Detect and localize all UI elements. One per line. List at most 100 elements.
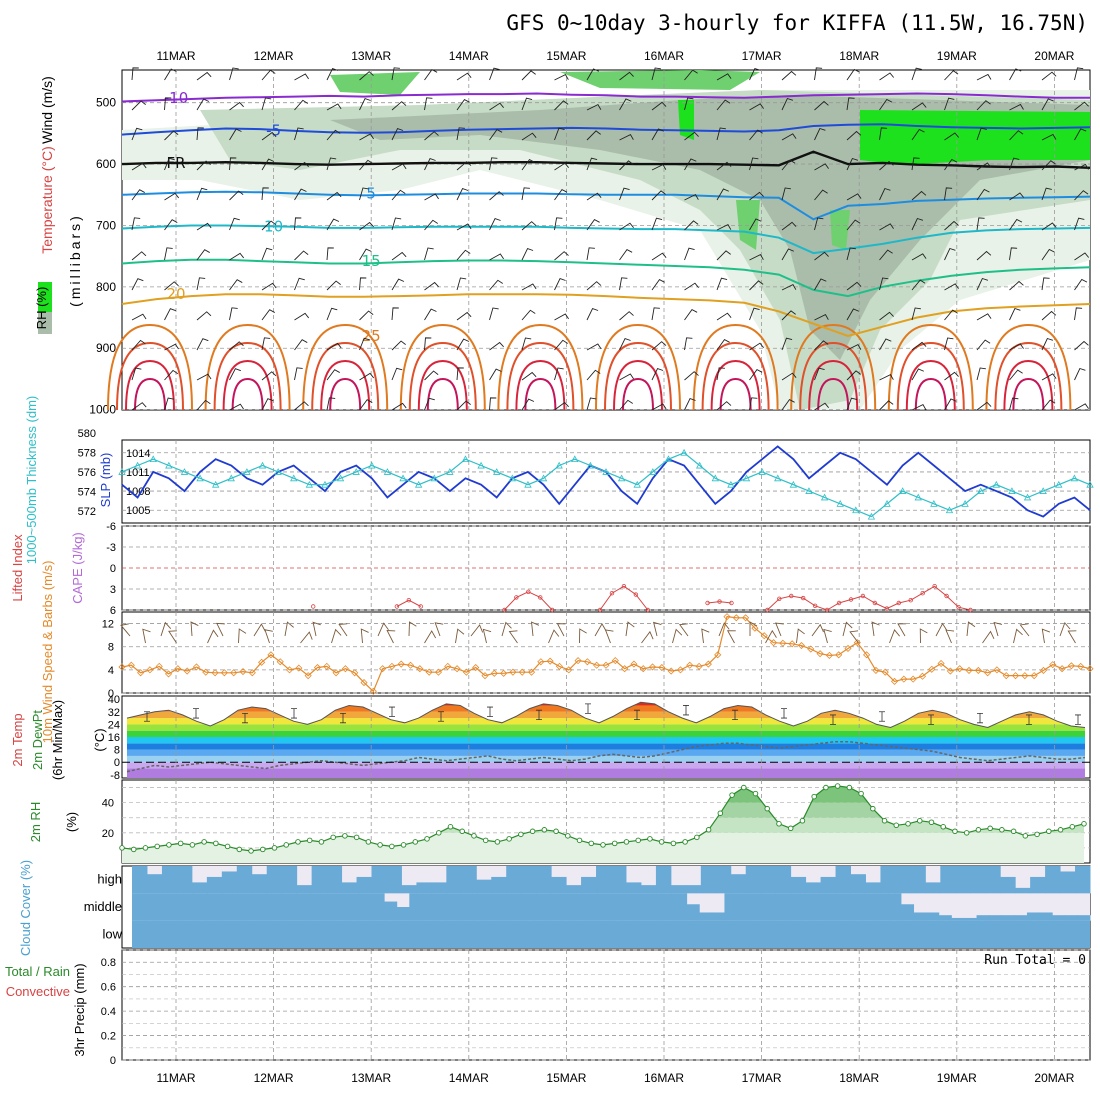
wind-tick-label: 0 [108, 688, 114, 700]
warm-contour [808, 359, 859, 411]
isotherm-5 [121, 190, 1091, 221]
cloud-high-cell [655, 866, 672, 894]
wind-barb [1041, 133, 1057, 141]
cloud-middle-cell [611, 893, 625, 921]
li-point [800, 595, 806, 601]
wind-barb [944, 132, 960, 141]
warm-contour [604, 341, 672, 411]
wind-barb [391, 67, 400, 81]
thickness-point [742, 474, 751, 482]
cloud-high-cell [1045, 866, 1061, 894]
wind-barb [586, 219, 600, 231]
wind10-point [416, 665, 424, 673]
rh2m-point [365, 839, 372, 845]
wind-barb [326, 129, 341, 141]
surface-wind-barb [701, 628, 710, 644]
minmax-bar [781, 708, 787, 719]
pressure-tick-label: 500 [96, 96, 116, 110]
wind-barb [1074, 252, 1090, 261]
wind-barb [391, 307, 399, 321]
wind-barb [554, 367, 564, 381]
warm-contour [302, 323, 389, 411]
rh2m-point [741, 784, 747, 791]
thickness-point [1070, 474, 1079, 482]
surface-wind-barb [168, 630, 177, 644]
temp-band [127, 705, 1085, 712]
thickness-point [1055, 480, 1063, 488]
wind-barb [294, 277, 305, 291]
surface-wind-barb [408, 621, 417, 637]
date-label-bottom: 12MAR [254, 1071, 294, 1085]
wind-barb [196, 277, 206, 291]
warm-contour [790, 323, 877, 411]
wind-barb [1009, 218, 1023, 231]
cloud-middle-cell [459, 893, 473, 921]
wind-barb [976, 339, 991, 351]
wind-tick-label: 4 [108, 665, 114, 677]
cloud-high-cell [551, 876, 567, 894]
thickness-point [196, 474, 204, 482]
surface-wind-barb [531, 621, 540, 637]
wind-barb [424, 131, 439, 141]
cloud-middle-cell [724, 893, 738, 921]
wind10-point [1067, 662, 1075, 670]
wind-barb [976, 367, 986, 381]
wind-barb [359, 372, 375, 381]
cloud-level-label: high [97, 872, 122, 887]
cloud-middle-cell [636, 893, 650, 921]
wind-barb [846, 247, 856, 261]
cloud-middle-cell [749, 893, 763, 921]
wind-barb [424, 397, 435, 411]
rh2m-point [658, 839, 665, 845]
wind-barb [781, 70, 797, 81]
cloud-high-cell [1060, 871, 1076, 894]
wind-barb [196, 373, 212, 381]
wind-barb [1041, 71, 1057, 81]
wind-barb [1074, 190, 1089, 201]
cloud-middle-cell [497, 893, 511, 921]
wind-barb [911, 102, 927, 111]
wind-barb [554, 127, 565, 141]
wind-barb [359, 221, 374, 231]
cloud-high-cell [401, 885, 417, 894]
wind-barb [424, 247, 434, 261]
precip-tick-label: 0 [110, 1055, 116, 1067]
wind-barb [976, 250, 992, 261]
rh2m-point [682, 839, 688, 845]
cloud-middle-cell [434, 893, 448, 921]
minmax-bar [242, 712, 248, 724]
wind-barb [781, 97, 794, 111]
rh2m-point [823, 784, 829, 791]
wind10-point [900, 675, 908, 683]
cloud-high-cell [281, 866, 298, 894]
wind-barb [911, 307, 921, 321]
wind10-point [1002, 672, 1010, 680]
wind10-point [704, 660, 712, 668]
wind-barb [976, 100, 991, 111]
cloud-middle-cell [283, 893, 297, 921]
wind-barb [846, 193, 862, 201]
rh2m-point [834, 783, 841, 789]
axis-label-slp: SLP (mb) [98, 453, 113, 508]
axis-label-wind10: 10m Wind Speed & Barbs (m/s) [40, 561, 55, 744]
rh2m-point [436, 830, 442, 836]
wind-barb [229, 101, 244, 111]
date-label-top: 11MAR [156, 49, 195, 63]
surface-wind-barb [678, 623, 689, 637]
wind-barb [456, 338, 470, 351]
wind-barb [359, 277, 367, 291]
wind-barb [164, 247, 173, 261]
rh2m-point [166, 842, 172, 848]
rh2m-point [600, 842, 606, 848]
wind-barb [229, 157, 237, 171]
wind-barb [684, 220, 699, 231]
rh-band [122, 832, 1084, 863]
wind10-point [183, 667, 191, 675]
rh2m-point [518, 831, 524, 838]
axis-label-lifted-index: Lifted Index [10, 534, 25, 602]
cloud-high-cell [985, 866, 1001, 894]
wind-barb [846, 344, 862, 351]
rh2m-point [917, 817, 923, 824]
wind-barb [229, 67, 239, 81]
warm-contour [213, 341, 282, 411]
